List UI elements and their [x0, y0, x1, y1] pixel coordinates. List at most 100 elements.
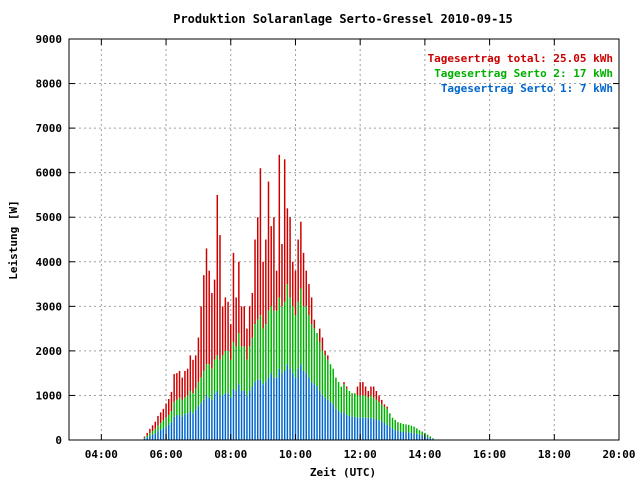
bar-total	[265, 239, 267, 325]
bar-serto2	[159, 423, 162, 430]
bar-serto2	[381, 404, 383, 422]
bar-serto1	[213, 393, 216, 440]
bar-serto2	[359, 395, 361, 418]
bar-serto2	[235, 346, 237, 391]
y-tick-label: 0	[55, 434, 62, 447]
bar-serto1	[362, 417, 364, 440]
bar-total	[292, 261, 294, 307]
bar-serto2	[165, 417, 167, 427]
bar-serto2	[230, 359, 232, 398]
bar-serto1	[337, 411, 340, 440]
bar-serto2	[362, 395, 364, 418]
bar-total	[345, 386, 348, 389]
bar-serto2	[429, 436, 432, 439]
bar-total	[308, 284, 310, 316]
bar-serto1	[184, 414, 186, 440]
plot-frame	[68, 38, 620, 441]
bar-serto2	[170, 411, 173, 423]
bar-serto2	[211, 368, 213, 400]
bar-serto2	[329, 364, 332, 403]
bar-total	[235, 297, 237, 347]
bar-total	[375, 390, 378, 400]
bar-serto1	[262, 384, 264, 440]
bar-serto2	[275, 310, 278, 378]
bar-total	[324, 350, 326, 356]
bar-total	[267, 181, 270, 311]
bar-total	[173, 374, 175, 403]
x-axis: 04:00 06:00 08:00 10:00 12:00 14:00 16:00 18:00…	[85, 39, 636, 461]
bar-serto2	[394, 419, 396, 431]
bar-serto2	[146, 435, 148, 438]
bar-serto2	[197, 382, 200, 407]
bar-serto2	[364, 395, 367, 418]
bar-serto1	[356, 417, 359, 440]
bar-serto1	[294, 377, 297, 440]
y-tick-label: 9000	[36, 33, 63, 46]
bar-serto2	[386, 408, 388, 425]
bar-serto1	[302, 370, 305, 440]
x-tick-label: 08:00	[214, 448, 247, 461]
bar-total	[286, 208, 289, 285]
bar-serto2	[246, 359, 248, 396]
bar-serto1	[378, 420, 380, 440]
bar-serto1	[176, 415, 178, 440]
bar-total	[181, 377, 183, 400]
y-axis-label: Leistung [W]	[7, 200, 20, 279]
bar-serto2	[407, 424, 410, 433]
bar-serto1	[340, 413, 343, 440]
bar-total	[310, 297, 313, 325]
bar-serto2	[286, 284, 289, 365]
bar-total	[386, 406, 388, 409]
bar-total	[305, 270, 307, 307]
bar-serto1	[170, 422, 173, 440]
bar-serto1	[348, 415, 351, 440]
bar-serto2	[399, 423, 402, 432]
bar-serto2	[318, 341, 321, 391]
bar-total	[146, 432, 148, 436]
bar-serto2	[345, 388, 348, 416]
chart-title: Produktion Solaranlage Serto-Gressel 201…	[173, 12, 513, 26]
bar-serto1	[310, 382, 313, 440]
bar-serto2	[354, 393, 356, 417]
bar-total	[232, 252, 235, 342]
bar-total	[176, 373, 178, 400]
bar-serto1	[329, 402, 332, 440]
x-tick-label: 18:00	[538, 448, 571, 461]
bar-total	[219, 235, 221, 360]
bar-serto1	[421, 435, 423, 440]
bar-serto1	[351, 416, 353, 440]
bar-serto2	[151, 431, 154, 435]
bar-serto2	[157, 425, 159, 432]
bar-serto2	[297, 301, 299, 369]
bar-total	[184, 370, 186, 398]
bar-total	[227, 301, 229, 351]
bar-serto2	[294, 315, 297, 378]
bar-serto2	[391, 417, 394, 429]
bar-total	[318, 328, 321, 342]
bar-total	[367, 390, 370, 398]
bar-serto1	[149, 435, 151, 440]
bar-serto2	[238, 333, 240, 385]
bars	[143, 154, 434, 440]
bar-serto1	[224, 393, 227, 440]
bar-serto2	[281, 306, 283, 374]
bar-serto2	[254, 324, 256, 383]
bar-serto2	[227, 350, 229, 394]
bar-serto1	[194, 409, 197, 440]
bar-serto2	[397, 422, 399, 432]
bar-serto1	[273, 377, 275, 440]
bar-serto2	[256, 319, 259, 380]
bar-total	[165, 403, 167, 418]
y-tick-label: 3000	[36, 300, 63, 313]
bar-total	[283, 159, 286, 302]
x-axis-label: Zeit (UTC)	[310, 466, 376, 479]
bar-total	[224, 297, 227, 351]
bar-serto2	[332, 368, 334, 405]
bar-total	[270, 226, 272, 307]
bar-serto1	[335, 408, 337, 440]
bar-total	[194, 355, 197, 389]
bar-total	[313, 319, 316, 329]
y-tick-label: 8000	[36, 78, 63, 91]
bar-serto2	[194, 388, 197, 410]
bar-serto1	[394, 430, 396, 440]
